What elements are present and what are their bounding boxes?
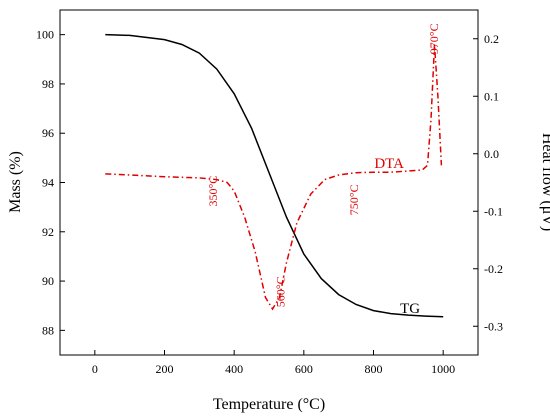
annotation-label: 750°C (347, 184, 361, 215)
annotation-label: 560°C (274, 276, 288, 307)
x-axis-label: Temperature (°C) (213, 396, 325, 413)
series-label: DTA (374, 156, 404, 172)
x-tick-label: 200 (156, 362, 174, 376)
y-left-tick-label: 96 (42, 126, 54, 140)
y-right-tick-label: 0.2 (484, 32, 499, 46)
y-left-tick-label: 90 (42, 274, 54, 288)
y-left-tick-label: 98 (42, 77, 54, 91)
y-left-tick-label: 88 (42, 323, 54, 337)
y-left-tick-label: 100 (36, 28, 54, 42)
annotation-label: 970°C (427, 23, 441, 54)
y-right-tick-label: -0.1 (484, 204, 503, 218)
series-line-dta (105, 44, 443, 311)
series-line-tg (105, 33, 444, 318)
y-right-tick-label: -0.3 (484, 319, 503, 333)
x-tick-label: 400 (225, 362, 243, 376)
y-right-tick-label: 0.1 (484, 89, 499, 103)
y-right-axis-ticks: -0.3 -0.2 -0.1 0.0 0.1 0.2 (473, 32, 503, 333)
annotations: 350°C 560°C 750°C 970°C DTA TG (206, 23, 441, 317)
series-lines (105, 33, 444, 318)
x-tick-label: 0 (92, 362, 98, 376)
y-right-tick-label: -0.2 (484, 262, 503, 276)
y-right-tick-label: 0.0 (484, 147, 499, 161)
y-left-axis-ticks: 88 90 92 94 96 98 100 (36, 28, 65, 337)
y-left-tick-label: 92 (42, 225, 54, 239)
x-axis-ticks: 0 200 400 600 800 1000 (92, 350, 455, 376)
x-tick-label: 1000 (431, 362, 455, 376)
x-tick-label: 800 (365, 362, 383, 376)
y-left-tick-label: 94 (42, 176, 54, 190)
x-tick-label: 600 (295, 362, 313, 376)
series-label: TG (400, 301, 420, 317)
y-right-axis-label: Heat flow (μV) (539, 133, 550, 231)
annotation-label: 350°C (206, 176, 220, 207)
y-left-axis-label: Mass (%) (7, 151, 24, 213)
